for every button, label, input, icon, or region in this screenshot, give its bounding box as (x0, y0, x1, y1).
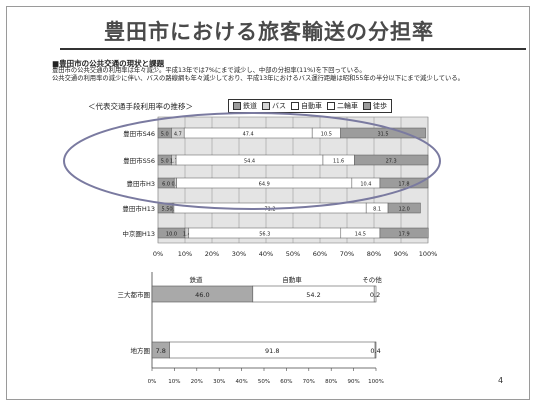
bar-segment (354, 154, 429, 166)
highlight-ellipse (63, 112, 441, 210)
page-title: 豊田市における旅客輸送の分担率 (104, 20, 434, 44)
x-tick-label: 90% (394, 250, 408, 258)
x-tick-label: 10% (178, 250, 192, 258)
legend-swatch (291, 102, 299, 110)
x-tick-label: 30% (213, 379, 225, 385)
y-category-label: 中京圏H13 (122, 229, 155, 238)
legend-item-rail: 鉄道 (233, 101, 257, 111)
x-tick-label: 90% (347, 379, 359, 385)
data-label: 17.9 (399, 232, 410, 238)
x-tick-label: 100% (368, 379, 384, 385)
data-label: 5.5 (161, 207, 169, 213)
bar-segment (340, 127, 426, 139)
page-number: 4 (498, 376, 504, 385)
chart-title: ＜代表交通手段利用率の推移＞ (88, 102, 193, 111)
legend-label: 徒歩 (373, 102, 387, 110)
data-label: 54.4 (244, 159, 255, 165)
x-tick-label: 10% (168, 379, 180, 385)
bar-segment (374, 341, 377, 359)
x-tick-label: 0% (148, 379, 157, 385)
x-tick-label: 50% (286, 250, 300, 258)
data-label: 10.0 (166, 232, 177, 238)
x-tick-label: 50% (258, 379, 270, 385)
data-label: 12.0 (399, 207, 410, 213)
x-tick-label: 0% (153, 250, 163, 258)
y-category-label: 地方圏 (131, 346, 151, 355)
title-underline (60, 48, 526, 50)
data-label: 17.8 (398, 182, 409, 188)
data-label: 4.7 (174, 132, 182, 138)
body-line: 公共交通の利用率の減少に伴い、バスの路線網も年々減少しており、平成13年における… (52, 75, 464, 83)
x-tick-label: 70% (340, 250, 354, 258)
legend-item-walk: 徒歩 (363, 101, 387, 111)
legend-label: 二輪車 (337, 102, 358, 110)
data-label: 27.3 (386, 159, 397, 165)
x-tick-label: 70% (303, 379, 315, 385)
data-label: 31.5 (377, 132, 388, 138)
series-header-label: 自動車 (282, 275, 302, 284)
data-label: 14.5 (355, 232, 366, 238)
x-tick-label: 40% (235, 379, 247, 385)
data-label: 7.8 (156, 347, 166, 355)
legend-label: バス (272, 102, 286, 110)
y-category-label: 豊田市S56 (123, 156, 155, 165)
x-tick-label: 100% (419, 250, 438, 258)
y-category-label: 豊田市H13 (122, 204, 155, 213)
legend-swatch (262, 102, 270, 110)
y-category-label: 豊田市H3 (126, 179, 155, 188)
series-header-label: その他 (362, 275, 382, 284)
y-category-label: 三大都市圏 (118, 290, 151, 299)
data-label: 47.4 (243, 132, 254, 138)
data-label: 1.4 (183, 232, 191, 238)
legend-label: 鉄道 (243, 102, 257, 110)
data-label: 56.3 (259, 232, 270, 238)
data-label: 0.4 (370, 347, 380, 355)
data-label: 10.4 (360, 182, 371, 188)
legend-swatch (327, 102, 335, 110)
data-label: 0.4 (169, 207, 177, 213)
data-label: 5.0 (161, 132, 169, 138)
series-header-label: 鉄道 (190, 275, 204, 284)
data-label: 10.5 (321, 132, 332, 138)
data-label: 0.2 (370, 291, 380, 299)
data-label: 8.1 (373, 207, 381, 213)
legend-swatch (363, 102, 371, 110)
data-label: 64.9 (259, 182, 270, 188)
body-text: 豊田市の公共交通の利用率は年々減少。平成13年では7%にまで減少し、中部の分担率… (52, 67, 514, 84)
data-label: 91.8 (265, 347, 279, 355)
y-category-label: 豊田市S46 (123, 129, 155, 138)
legend-label: 自動車 (301, 102, 322, 110)
x-tick-label: 80% (325, 379, 337, 385)
data-label: 0.9 (171, 182, 179, 188)
x-tick-label: 60% (313, 250, 327, 258)
legend-item-car: 自動車 (291, 101, 322, 111)
bar-segment (387, 202, 421, 214)
x-tick-label: 20% (191, 379, 203, 385)
data-label: 5.0 (161, 159, 169, 165)
x-tick-label: 80% (367, 250, 381, 258)
x-tick-label: 30% (232, 250, 246, 258)
x-tick-label: 60% (280, 379, 292, 385)
legend-item-bus: バス (262, 101, 286, 111)
section-heading: ■豊田市の公共交通の現状と課題 (52, 59, 165, 68)
bar-segment (373, 285, 377, 303)
chart-legend: 鉄道 バス 自動車 二輪車 徒歩 (228, 99, 392, 113)
x-tick-label: 20% (205, 250, 219, 258)
bar-segment (379, 177, 429, 189)
data-label: 54.2 (306, 291, 320, 299)
x-tick-label: 40% (259, 250, 273, 258)
data-label: 11.6 (333, 159, 344, 165)
bar-segment (379, 227, 429, 239)
data-label: 1.7 (170, 159, 178, 165)
legend-item-motorcycle: 二輪車 (327, 101, 358, 111)
body-line: 豊田市の公共交通の利用率は年々減少。平成13年では7%にまで減少し、中部の分担率… (52, 67, 366, 74)
data-label: 46.0 (195, 291, 209, 299)
legend-swatch (233, 102, 241, 110)
data-label: 6.0 (162, 182, 170, 188)
